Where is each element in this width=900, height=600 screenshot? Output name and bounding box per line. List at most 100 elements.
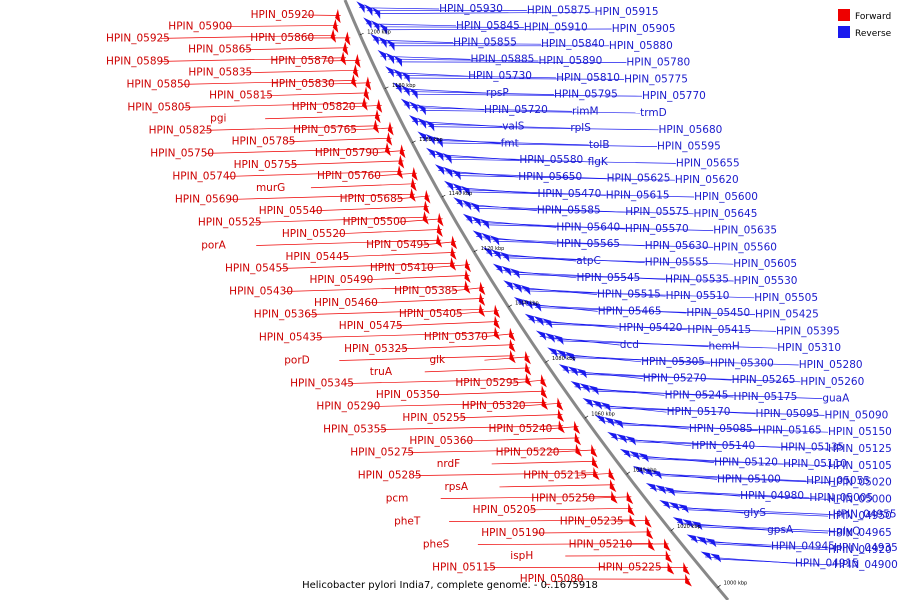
gene-label[interactable]: HPIN_05055 bbox=[806, 475, 870, 487]
gene-label[interactable]: HPIN_05920 bbox=[251, 9, 315, 21]
gene-feature[interactable] bbox=[665, 550, 673, 563]
gene-feature[interactable] bbox=[700, 551, 712, 561]
gene-feature[interactable] bbox=[579, 383, 590, 393]
gene-label[interactable]: HPIN_05520 bbox=[282, 228, 346, 240]
gene-label[interactable]: guaA bbox=[822, 393, 850, 405]
gene-label[interactable]: tolB bbox=[589, 139, 610, 151]
gene-label[interactable]: HPIN_05595 bbox=[657, 141, 721, 153]
gene-feature[interactable] bbox=[533, 316, 544, 327]
gene-label[interactable]: HPIN_05620 bbox=[675, 174, 739, 186]
gene-feature[interactable] bbox=[648, 538, 655, 551]
gene-feature[interactable] bbox=[567, 366, 579, 377]
gene-label[interactable]: trmD bbox=[640, 107, 667, 119]
gene-label[interactable]: HPIN_05370 bbox=[424, 331, 488, 343]
gene-feature[interactable] bbox=[443, 166, 453, 178]
gene-label[interactable]: HPIN_05305 bbox=[641, 356, 705, 368]
gene-label[interactable]: HPIN_05460 bbox=[314, 297, 378, 309]
gene-feature[interactable] bbox=[424, 189, 431, 204]
gene-feature[interactable] bbox=[385, 66, 394, 78]
gene-label[interactable]: HPIN_05680 bbox=[658, 124, 722, 136]
gene-feature[interactable] bbox=[436, 223, 443, 237]
gene-feature[interactable] bbox=[628, 450, 640, 461]
gene-feature[interactable] bbox=[408, 87, 418, 100]
gene-feature[interactable] bbox=[464, 269, 471, 283]
gene-feature[interactable] bbox=[363, 86, 370, 101]
gene-label[interactable]: HPIN_05540 bbox=[259, 205, 323, 217]
gene-label[interactable]: HPIN_05850 bbox=[126, 78, 190, 90]
gene-label[interactable]: HPIN_05765 bbox=[293, 124, 357, 136]
gene-label[interactable]: HPIN_05900 bbox=[168, 21, 232, 33]
gene-label[interactable]: HPIN_05140 bbox=[691, 440, 755, 452]
gene-label[interactable]: HPIN_05835 bbox=[188, 67, 252, 79]
gene-feature[interactable] bbox=[609, 479, 617, 493]
gene-label[interactable]: HPIN_05080 bbox=[520, 573, 584, 585]
gene-label[interactable]: HPIN_05865 bbox=[188, 44, 252, 56]
gene-feature[interactable] bbox=[686, 534, 698, 544]
gene-feature[interactable] bbox=[603, 416, 615, 427]
gene-feature[interactable] bbox=[462, 213, 473, 225]
gene-feature[interactable] bbox=[591, 400, 603, 410]
gene-label[interactable]: HPIN_05165 bbox=[758, 425, 822, 437]
gene-feature[interactable] bbox=[400, 98, 410, 110]
gene-feature[interactable] bbox=[542, 318, 553, 329]
gene-label[interactable]: HPIN_05755 bbox=[234, 159, 298, 171]
gene-feature[interactable] bbox=[371, 20, 380, 32]
gene-feature[interactable] bbox=[668, 502, 680, 512]
gene-label[interactable]: pcm bbox=[386, 493, 409, 505]
gene-label[interactable]: HPIN_05605 bbox=[733, 258, 797, 270]
gene-feature[interactable] bbox=[482, 246, 493, 258]
gene-label[interactable]: valS bbox=[502, 121, 525, 133]
gene-label[interactable]: HPIN_05450 bbox=[686, 307, 750, 319]
gene-label[interactable]: HPIN_05300 bbox=[710, 357, 774, 369]
gene-feature[interactable] bbox=[409, 188, 416, 202]
gene-label[interactable]: HPIN_05265 bbox=[732, 374, 796, 386]
gene-label[interactable]: HPIN_05325 bbox=[344, 343, 408, 355]
gene-feature[interactable] bbox=[491, 249, 501, 260]
gene-label[interactable]: HPIN_05395 bbox=[776, 325, 840, 337]
gene-feature[interactable] bbox=[619, 448, 631, 459]
gene-feature[interactable] bbox=[437, 212, 444, 227]
gene-feature[interactable] bbox=[423, 200, 430, 215]
gene-feature[interactable] bbox=[481, 232, 491, 244]
gene-feature[interactable] bbox=[425, 134, 435, 146]
gene-feature[interactable] bbox=[558, 420, 565, 434]
gene-feature[interactable] bbox=[663, 538, 671, 552]
gene-label[interactable]: HPIN_05630 bbox=[645, 240, 709, 252]
gene-feature[interactable] bbox=[629, 514, 637, 528]
gene-feature[interactable] bbox=[361, 96, 368, 111]
gene-label[interactable]: HPIN_05235 bbox=[560, 515, 624, 527]
gene-feature[interactable] bbox=[399, 144, 406, 159]
gene-label[interactable]: HPIN_05210 bbox=[569, 538, 633, 550]
gene-feature[interactable] bbox=[417, 131, 427, 143]
gene-feature[interactable] bbox=[352, 63, 359, 78]
gene-feature[interactable] bbox=[677, 503, 689, 514]
gene-label[interactable]: HPIN_05430 bbox=[229, 285, 293, 297]
gene-feature[interactable] bbox=[433, 136, 443, 148]
gene-feature[interactable] bbox=[342, 41, 349, 56]
gene-feature[interactable] bbox=[356, 1, 365, 13]
gene-label[interactable]: HPIN_05885 bbox=[471, 53, 535, 65]
gene-label[interactable]: HPIN_05260 bbox=[800, 376, 864, 388]
gene-feature[interactable] bbox=[509, 268, 520, 279]
gene-label[interactable]: HPIN_05535 bbox=[665, 273, 729, 285]
gene-feature[interactable] bbox=[332, 18, 339, 33]
gene-feature[interactable] bbox=[387, 121, 394, 136]
gene-label[interactable]: porA bbox=[201, 239, 226, 251]
gene-label[interactable]: HPIN_05020 bbox=[828, 477, 892, 489]
gene-feature[interactable] bbox=[645, 482, 657, 493]
gene-feature[interactable] bbox=[493, 315, 501, 330]
gene-label[interactable]: HPIN_05225 bbox=[598, 561, 662, 573]
gene-label[interactable]: rimM bbox=[572, 105, 599, 117]
gene-label[interactable]: HPIN_05490 bbox=[310, 274, 374, 286]
gene-feature[interactable] bbox=[451, 169, 461, 181]
gene-feature[interactable] bbox=[410, 177, 417, 192]
gene-label[interactable]: HPIN_05355 bbox=[323, 424, 387, 436]
gene-label[interactable]: HPIN_05505 bbox=[754, 292, 818, 304]
gene-feature[interactable] bbox=[425, 120, 435, 132]
gene-feature[interactable] bbox=[612, 419, 624, 429]
gene-feature[interactable] bbox=[659, 500, 671, 510]
gene-feature[interactable] bbox=[408, 101, 418, 113]
gene-label[interactable]: HPIN_05255 bbox=[402, 412, 466, 424]
gene-label[interactable]: HPIN_05525 bbox=[198, 216, 262, 228]
gene-label[interactable]: gpsA bbox=[767, 524, 794, 536]
